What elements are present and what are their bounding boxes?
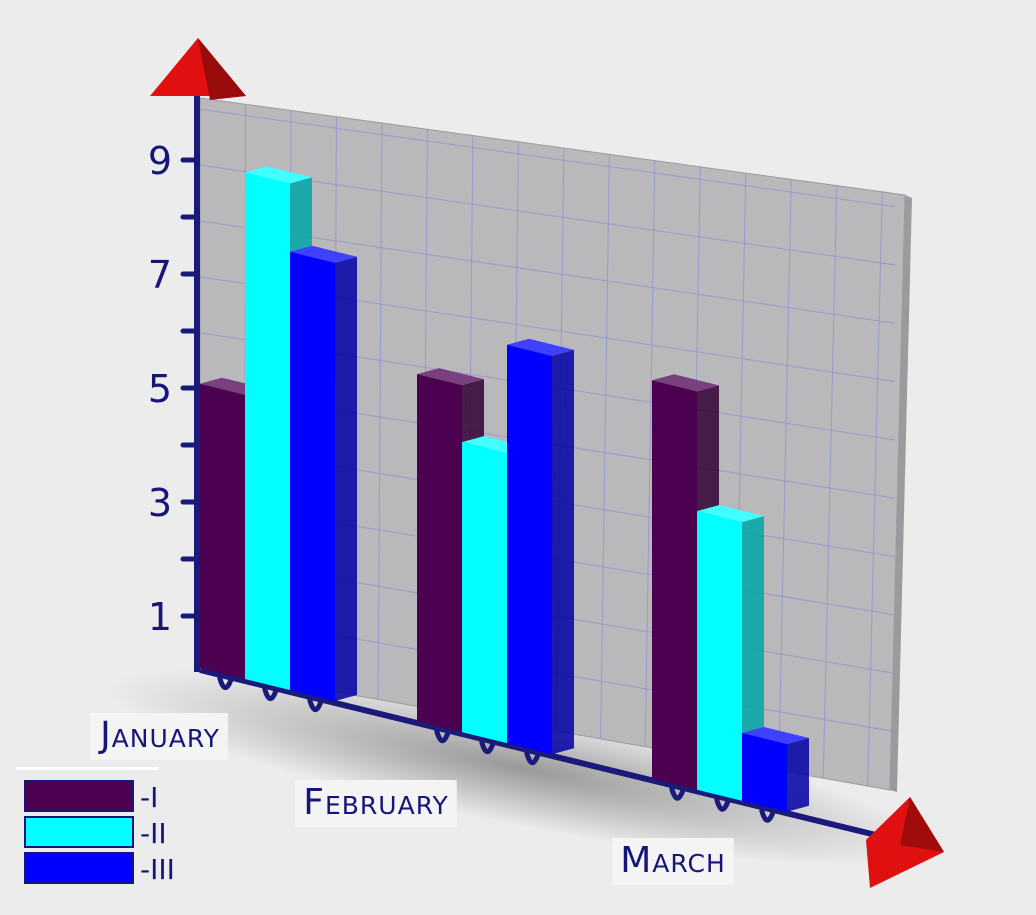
x-axis: [199, 667, 881, 839]
y-tick-label: 5: [148, 367, 172, 411]
bar-february-iii: [507, 338, 574, 755]
category-label-bg: [295, 780, 457, 827]
x-tick: [434, 728, 451, 744]
legend-label: -III: [140, 853, 175, 886]
grid-line: [644, 160, 656, 747]
y-tick-label: 1: [148, 595, 172, 639]
bar-top: [245, 166, 312, 184]
legend-top-border: [16, 767, 158, 770]
category-text: February: [303, 782, 448, 823]
bar-top: [742, 727, 809, 744]
x-tick: [217, 675, 234, 691]
x-tick: [307, 697, 324, 713]
y-tick-label: 3: [148, 481, 172, 525]
grid-line: [778, 179, 792, 771]
x-tick: [669, 786, 686, 801]
category-label-bg: [612, 838, 734, 885]
bar-side: [787, 738, 809, 812]
x-tick: [479, 739, 496, 755]
x-tick: [262, 686, 279, 702]
bar-january-iii: [290, 245, 357, 702]
bar-front: [200, 383, 245, 679]
grid-line: [199, 164, 896, 266]
bar-front: [697, 511, 742, 801]
bar-top: [507, 338, 574, 356]
bar-front: [417, 374, 462, 733]
bar-front: [462, 442, 507, 744]
category-text: January: [98, 715, 220, 756]
floor-shadow: [107, 669, 933, 867]
category-text: March: [620, 840, 726, 881]
bar-front: [652, 380, 697, 790]
y-tick-label: 9: [148, 139, 172, 183]
bar-top: [290, 245, 357, 263]
back-wall-edge: [890, 195, 912, 792]
x-tick: [524, 750, 541, 766]
legend-swatch: [24, 816, 134, 848]
bar-march-iii: [742, 727, 809, 812]
grid-line: [199, 108, 896, 208]
y-axis-arrow-side: [198, 38, 246, 100]
bar-top: [652, 374, 719, 392]
grid-line: [600, 154, 610, 739]
x-category-label: January: [90, 713, 228, 760]
grid-line: [377, 123, 383, 700]
bar-top: [697, 505, 764, 523]
category-label-bg: [90, 713, 228, 760]
y-tick-label: 7: [148, 253, 172, 297]
bar-front: [245, 172, 290, 690]
legend-label: -I: [140, 781, 158, 814]
legend-swatch: [24, 780, 134, 812]
grid-line: [199, 220, 896, 324]
legend-label: -II: [140, 817, 167, 850]
legend-swatch: [24, 852, 134, 884]
x-category-label: March: [612, 838, 734, 885]
bar-front: [507, 344, 552, 755]
x-category-label: February: [295, 780, 457, 827]
bar-top: [417, 368, 484, 386]
grid-line: [867, 191, 883, 787]
bar-front: [742, 733, 787, 812]
bar-side: [552, 349, 574, 755]
x-axis-arrow-side: [900, 797, 944, 852]
bar-front: [290, 251, 335, 702]
x-tick: [714, 797, 731, 812]
grid-line: [822, 185, 838, 779]
x-tick: [759, 808, 776, 823]
bar-side: [335, 256, 357, 701]
